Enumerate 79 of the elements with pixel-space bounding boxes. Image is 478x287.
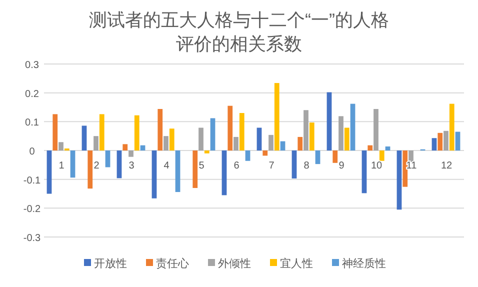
x-tick-label: 8: [304, 160, 310, 172]
bar: [432, 138, 437, 150]
x-tick-label: 7: [268, 160, 275, 172]
bar: [99, 114, 104, 150]
bar: [134, 115, 140, 150]
x-tick-label: 2: [94, 160, 100, 172]
bar: [105, 150, 110, 168]
bar: [256, 128, 262, 150]
y-tick-label: 0.2: [25, 88, 40, 100]
bar: [438, 132, 443, 150]
bar: [455, 132, 460, 150]
bar: [164, 136, 168, 150]
y-tick-label: -0.2: [23, 204, 42, 216]
bar: [222, 150, 227, 196]
bar: [292, 150, 297, 178]
x-tick-label: 4: [164, 160, 170, 172]
chart-title: 测试者的五大人格与十二个“一”的人格评价的相关系数: [89, 10, 389, 54]
bar: [350, 104, 356, 150]
y-tick-label: -0.3: [23, 233, 42, 244]
bar: [58, 142, 64, 150]
bar: [128, 150, 134, 157]
x-tick-label: 10: [370, 160, 382, 172]
bar: [52, 114, 58, 150]
x-tick-label: 6: [234, 160, 240, 172]
bar: [332, 150, 338, 163]
bar: [326, 92, 332, 150]
bar: [192, 150, 198, 188]
bar: [309, 122, 314, 150]
legend-label: 外倾性: [218, 258, 251, 270]
bar: [280, 141, 286, 150]
bar: [298, 136, 303, 150]
bar: [70, 150, 76, 178]
y-tick-label: 0.3: [25, 60, 40, 71]
bar: [158, 108, 163, 150]
bar: [88, 150, 93, 189]
bar: [304, 110, 308, 150]
bar: [268, 134, 274, 150]
legend-label: 宜人性: [280, 257, 313, 270]
bar: [315, 150, 320, 164]
bar: [116, 150, 122, 178]
bar: [239, 113, 244, 150]
bar: [234, 136, 238, 150]
bar: [338, 116, 344, 150]
y-tick-label: 0.1: [25, 118, 40, 129]
x-tick-label: 9: [338, 160, 345, 172]
bar: [82, 126, 87, 150]
bar: [444, 130, 448, 150]
bar: [198, 128, 204, 150]
bar: [169, 128, 174, 150]
y-tick-label: 0: [29, 146, 36, 158]
bar: [362, 150, 367, 194]
bar: [368, 145, 373, 150]
legend-label: 责任心: [156, 257, 189, 270]
bar: [402, 150, 408, 187]
x-tick-label: 5: [198, 160, 205, 172]
bar: [262, 150, 268, 156]
x-tick-label: 3: [128, 160, 135, 172]
bar: [408, 150, 414, 162]
bar: [210, 118, 216, 150]
bar: [152, 150, 157, 198]
bar: [374, 108, 378, 150]
bar: [245, 150, 250, 161]
legend-label: 神经质性: [342, 257, 386, 270]
x-tick-label: 1: [58, 160, 65, 172]
bar: [344, 128, 350, 150]
x-tick-label: 12: [440, 160, 452, 172]
bar: [175, 150, 180, 192]
bar: [46, 150, 52, 194]
bar: [228, 106, 233, 150]
bar: [379, 150, 384, 161]
bar: [274, 83, 280, 150]
y-tick-label: -0.1: [23, 175, 42, 186]
bar: [449, 104, 454, 150]
bar: [94, 136, 98, 150]
bar: [204, 150, 210, 154]
bar: [385, 146, 390, 150]
bar: [122, 144, 128, 150]
legend-label: 开放性: [94, 258, 127, 270]
bar: [396, 150, 402, 210]
